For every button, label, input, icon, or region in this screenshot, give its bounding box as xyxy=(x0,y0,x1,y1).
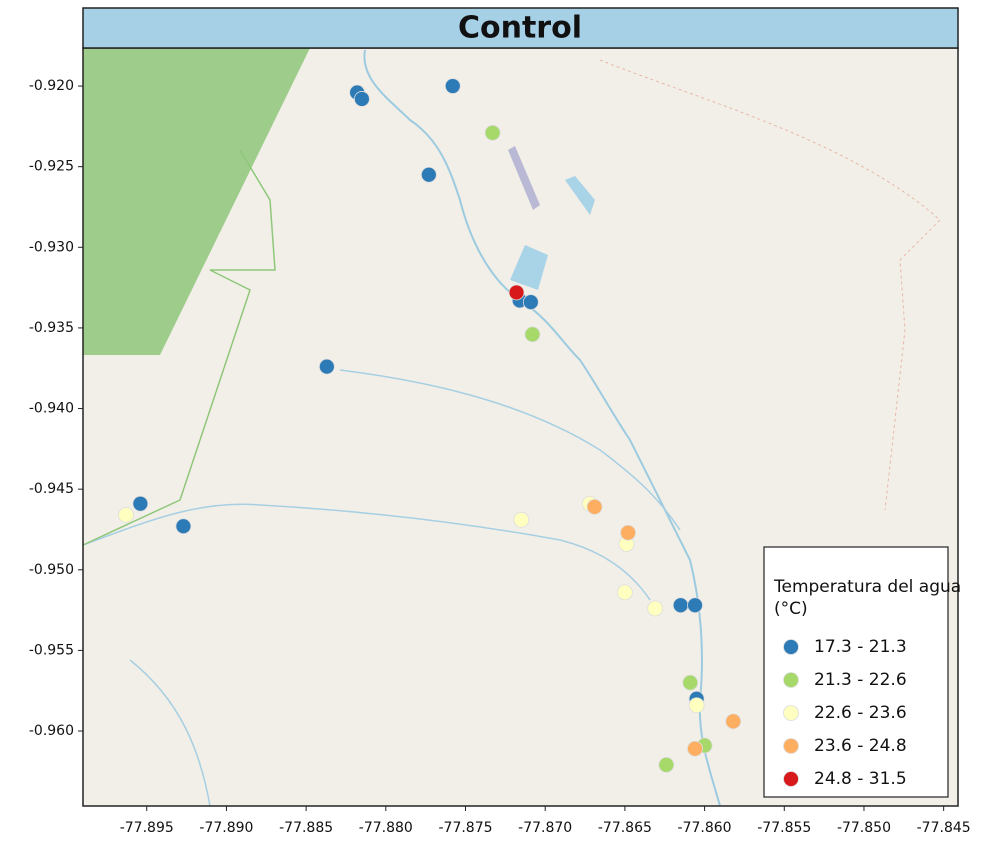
sample-point xyxy=(687,740,703,757)
sample-point xyxy=(725,713,742,730)
sample-point xyxy=(647,600,664,617)
sample-point xyxy=(508,284,525,301)
road xyxy=(599,59,941,511)
legend-box xyxy=(763,546,949,798)
legend: Temperatura del agua (°C) 17.3 - 21.3 21.3 … xyxy=(763,546,961,798)
sample-point xyxy=(118,507,134,523)
river xyxy=(363,49,721,807)
legend-swatch xyxy=(783,672,799,688)
x-tick-label: -77.865 xyxy=(598,820,652,836)
y-tick-label: -0.925 xyxy=(29,159,74,175)
x-tick-label: -77.885 xyxy=(279,820,333,836)
legend-label: 23.6 - 24.8 xyxy=(814,736,907,756)
y-tick-label: -0.945 xyxy=(29,481,74,497)
x-tick-label: -77.855 xyxy=(757,820,811,836)
legend-label: 17.3 - 21.3 xyxy=(814,637,907,657)
legend-label: 21.3 - 22.6 xyxy=(814,670,907,690)
legend-label: 22.6 - 23.6 xyxy=(814,703,907,723)
pond xyxy=(565,176,595,215)
legend-swatch xyxy=(783,639,799,655)
boundary xyxy=(82,149,276,546)
legend-title: Temperatura del agua (°C) xyxy=(773,577,961,619)
y-tick-label: -0.955 xyxy=(29,642,74,658)
y-tick-label: -0.930 xyxy=(29,239,74,255)
sample-point xyxy=(687,597,703,614)
building xyxy=(508,146,540,210)
sample-point xyxy=(484,124,501,141)
pond xyxy=(510,245,548,290)
sample-point xyxy=(522,294,539,311)
sample-point xyxy=(620,524,636,541)
sample-point xyxy=(318,358,335,375)
sample-point xyxy=(682,674,699,691)
legend-label: 24.8 - 31.5 xyxy=(814,769,907,789)
y-tick-label: -0.950 xyxy=(29,562,74,578)
x-tick-label: -77.895 xyxy=(120,820,174,836)
sample-point xyxy=(420,166,437,183)
sample-point xyxy=(688,697,705,714)
forest-area xyxy=(83,48,310,355)
sample-point xyxy=(444,78,461,94)
sample-point xyxy=(132,495,149,512)
x-tick-label: -77.860 xyxy=(678,820,732,836)
title-bar xyxy=(82,7,959,49)
x-tick-label: -77.880 xyxy=(359,820,413,836)
y-tick-label: -0.940 xyxy=(29,401,74,417)
sample-point xyxy=(175,518,192,535)
sample-point xyxy=(524,326,541,343)
sample-point xyxy=(586,498,603,515)
legend-swatch xyxy=(783,738,799,754)
basemap xyxy=(82,48,958,807)
x-tick-label: -77.870 xyxy=(518,820,572,836)
stream xyxy=(339,369,681,531)
y-tick-label: -0.960 xyxy=(29,723,74,739)
sample-point xyxy=(616,584,633,601)
x-tick-label: -77.890 xyxy=(199,820,253,836)
stream xyxy=(129,659,211,807)
sample-point xyxy=(513,511,530,528)
x-tick-label: -77.850 xyxy=(837,820,891,836)
y-tick-label: -0.935 xyxy=(29,320,74,336)
x-tick-label: -77.875 xyxy=(438,820,492,836)
stream xyxy=(82,503,651,601)
x-tick-label: -77.845 xyxy=(917,820,971,836)
y-tick-label: -0.920 xyxy=(29,78,74,94)
sample-point xyxy=(672,597,689,614)
legend-swatch xyxy=(783,705,799,721)
legend-swatch xyxy=(783,771,799,787)
sample-point xyxy=(658,756,675,773)
sample-point xyxy=(354,91,370,107)
chart-title: Control xyxy=(458,11,582,46)
